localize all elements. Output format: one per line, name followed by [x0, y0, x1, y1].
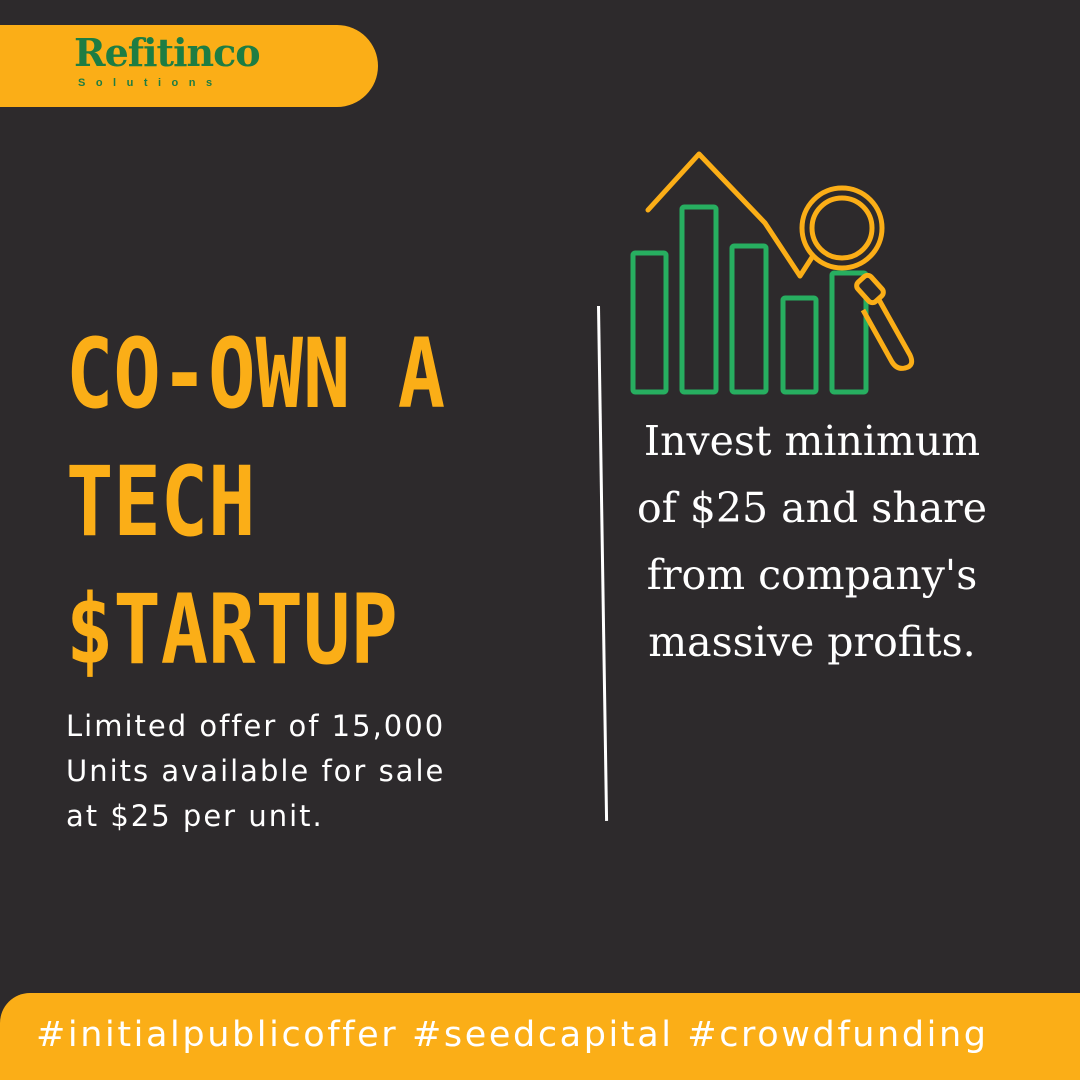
invest-line-3: from company's [646, 551, 978, 599]
headline: CO-OWN A TECH $TARTUP [66, 310, 528, 694]
footer-banner [0, 993, 1080, 1080]
invest-text: Invest minimum of $25 and share from com… [612, 408, 1012, 676]
vertical-divider [597, 305, 609, 821]
headline-line-1: CO-OWN A [66, 318, 446, 430]
logo-banner [0, 25, 378, 107]
invest-line-2: of $25 and share [636, 484, 988, 532]
offer-line-3: at $25 per unit. [66, 799, 324, 833]
headline-line-3: $TARTUP [66, 574, 398, 686]
hashtag-line: #initialpublicoffer #seedcapital #crowdf… [36, 1015, 989, 1055]
bar-chart-magnifier-icon [630, 151, 915, 395]
invest-line-4: massive profits. [648, 618, 976, 666]
invest-line-1: Invest minimum [643, 417, 981, 465]
offer-line-1: Limited offer of 15,000 [66, 709, 446, 743]
brand-logo-name: Refitinco [74, 30, 261, 75]
offer-line-2: Units available for sale [66, 754, 446, 788]
offer-text: Limited offer of 15,000 Units available … [66, 704, 556, 839]
headline-line-2: TECH [66, 446, 256, 558]
brand-logo-tagline: Solutions [78, 77, 223, 89]
